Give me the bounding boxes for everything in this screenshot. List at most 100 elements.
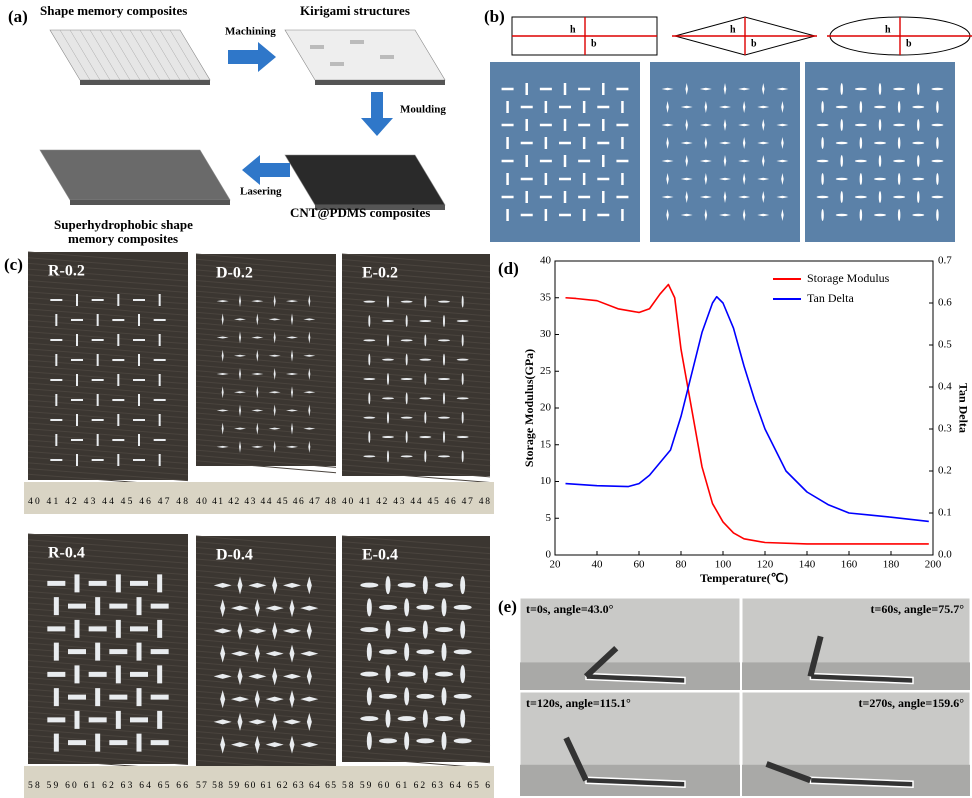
sample-slot xyxy=(398,583,416,588)
sample-slot xyxy=(89,581,107,586)
sample-slot xyxy=(133,459,145,461)
pattern-slot xyxy=(817,160,829,163)
pattern-slot xyxy=(855,196,867,199)
pattern-slot xyxy=(583,209,586,221)
sample-slot xyxy=(457,320,469,322)
y2-axis-label: Tan Delta xyxy=(956,383,970,433)
sample-slot xyxy=(116,711,121,729)
sample-slot xyxy=(159,374,161,386)
sample-slot xyxy=(154,399,166,401)
sample-slot xyxy=(151,604,169,609)
pattern-slot xyxy=(521,106,533,109)
pattern-slot xyxy=(917,119,920,131)
x-tick-label: 120 xyxy=(757,559,774,571)
sample-slot xyxy=(443,392,445,404)
pattern-slot xyxy=(836,142,848,145)
pattern-slot xyxy=(936,173,939,185)
sample-label: D-0.2 xyxy=(216,265,253,282)
pattern-slot xyxy=(855,160,867,163)
pattern-slot xyxy=(540,160,552,163)
sample-slot xyxy=(367,732,372,750)
sample-slot xyxy=(97,394,99,406)
sample-slot xyxy=(54,643,59,661)
sample-slot xyxy=(382,436,394,438)
pattern-slot xyxy=(597,106,609,109)
sample-slot xyxy=(401,378,413,380)
pattern-slot xyxy=(893,124,905,127)
y2-tick-label: 0.2 xyxy=(938,465,952,477)
sample-slot xyxy=(54,688,59,706)
y-tick-label: 10 xyxy=(540,475,552,487)
sample-label: D-0.4 xyxy=(216,547,253,564)
pattern-slot xyxy=(506,209,509,221)
pattern-slot xyxy=(506,101,509,113)
sample-slot xyxy=(438,301,450,303)
sample-slot xyxy=(387,412,389,424)
kirigami-slot xyxy=(310,45,324,49)
y-tick-label: 0 xyxy=(546,549,552,561)
pattern-slot xyxy=(836,106,848,109)
pattern-slot xyxy=(559,214,571,217)
sample-slot xyxy=(130,581,148,586)
sample-slot xyxy=(462,373,464,385)
pattern-slot xyxy=(855,88,867,91)
sample-slot xyxy=(416,738,434,743)
pattern-slot xyxy=(931,88,943,91)
sample-slot xyxy=(50,419,62,421)
sample-label: E-0.4 xyxy=(362,547,398,564)
sample-slot xyxy=(360,716,378,721)
sample-slot xyxy=(112,319,124,321)
pattern-slot xyxy=(898,137,901,149)
pattern-slot xyxy=(912,178,924,181)
sample-slot xyxy=(404,687,409,705)
sample-slot xyxy=(457,436,469,438)
sample-slot xyxy=(387,296,389,308)
pattern-slot xyxy=(578,124,590,127)
sample-slot xyxy=(95,597,100,615)
sample-slot xyxy=(419,436,431,438)
sample-slot xyxy=(379,738,397,743)
composite-sheet xyxy=(50,30,210,80)
sample-slot xyxy=(460,621,465,639)
sample-slot xyxy=(117,374,119,386)
sample-slot xyxy=(424,450,426,462)
sample-slot xyxy=(55,354,57,366)
y-tick-label: 35 xyxy=(540,291,552,303)
pattern-slot xyxy=(525,191,528,203)
sample-slot xyxy=(460,576,465,594)
sample-slot xyxy=(462,334,464,346)
pattern-slot xyxy=(559,106,571,109)
sample-slot xyxy=(97,354,99,366)
sample-slot xyxy=(133,379,145,381)
pattern-slot xyxy=(616,88,628,91)
pattern-slot xyxy=(578,88,590,91)
x-tick-label: 40 xyxy=(592,559,604,571)
panel-label: (b) xyxy=(484,7,505,26)
sample-slot xyxy=(137,643,142,661)
pattern-slot xyxy=(602,83,605,95)
pattern-slot xyxy=(817,196,829,199)
time-angle-caption: t=120s, angle=115.1° xyxy=(526,696,631,710)
pattern-slot xyxy=(912,106,924,109)
sample-slot xyxy=(154,359,166,361)
sample-slot xyxy=(454,605,472,610)
sample-slot xyxy=(423,576,428,594)
pattern-slot xyxy=(540,88,552,91)
x-tick-label: 180 xyxy=(883,559,900,571)
sample-slot xyxy=(401,339,413,341)
sample-slot xyxy=(71,359,83,361)
y-tick-label: 40 xyxy=(540,255,552,267)
sample-slot xyxy=(401,417,413,419)
sample-slot xyxy=(92,379,104,381)
arrow-right xyxy=(228,42,276,72)
sample-slot xyxy=(398,716,416,721)
sample-slot xyxy=(159,414,161,426)
pattern-slot xyxy=(840,155,843,167)
sample-slot xyxy=(424,373,426,385)
pattern-slot xyxy=(931,196,943,199)
time-angle-caption: t=60s, angle=75.7° xyxy=(871,602,965,616)
sample-slot xyxy=(159,334,161,346)
sample-slot xyxy=(401,455,413,457)
sample-slot xyxy=(398,627,416,632)
superhydrophobic-sheet xyxy=(40,150,230,200)
